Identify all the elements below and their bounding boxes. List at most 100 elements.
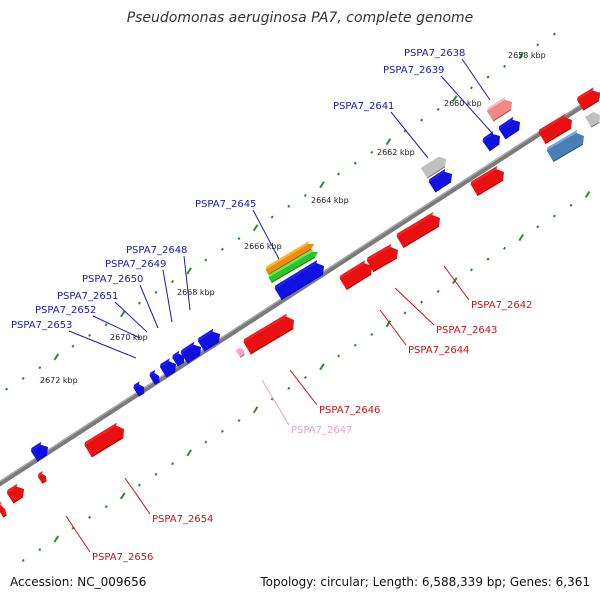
gene-pspa7_2642[interactable]: [396, 211, 440, 249]
gene-bevel: [486, 96, 506, 111]
gene-pspa7_2645[interactable]: [274, 260, 324, 300]
gene-bevel: [133, 381, 140, 388]
gene-label-leader: [68, 330, 137, 359]
gene-pspa7_2650[interactable]: [172, 350, 185, 367]
tick-mark: [385, 320, 392, 328]
gene-pspa7_2654[interactable]: [84, 422, 124, 458]
gene-body: [576, 90, 600, 111]
gene-pspa7_2649[interactable]: [180, 341, 201, 364]
gene-label-leader: [114, 301, 148, 333]
gene-pspa7_2647[interactable]: [235, 344, 245, 358]
gene-label-pspa7_2646[interactable]: PSPA7_2646: [289, 369, 380, 416]
gene-bevel: [30, 441, 42, 451]
gene-labels: PSPA7_2638 PSPA7_2639 PSPA7_2641 PSPA7_2645…: [11, 48, 532, 563]
gene-pspa7_2639r[interactable]: [538, 113, 572, 145]
gene-edge: [186, 354, 201, 364]
gene-body: [420, 156, 446, 179]
gene-pspa7_2651[interactable]: [159, 358, 176, 378]
gene-label-pspa7_2649[interactable]: PSPA7_2649: [105, 259, 173, 323]
tick-mark: [204, 440, 208, 444]
gene-label-pspa7_2643[interactable]: PSPA7_2643: [394, 287, 497, 336]
tick-mark: [303, 375, 307, 380]
gene-label-text: PSPA7_2651: [57, 291, 118, 302]
tick-mark: [403, 311, 407, 315]
gene-label-pspa7_2639[interactable]: PSPA7_2639: [383, 65, 494, 135]
gene-edge: [268, 248, 312, 276]
gene-label-pspa7_2645[interactable]: PSPA7_2645: [195, 199, 280, 260]
tick-mark: [53, 353, 60, 361]
kbp-label: 2660 kbp: [444, 99, 482, 108]
gene-label-pspa7_2642[interactable]: PSPA7_2642: [443, 265, 532, 311]
tick-mark: [220, 429, 224, 433]
gene-pspa7_2653[interactable]: [133, 381, 145, 397]
gene-label-pspa7_2651[interactable]: PSPA7_2651: [57, 291, 148, 333]
genome-backbone: [0, 91, 600, 487]
tick-mark: [137, 483, 141, 487]
gene-pspa7_2645g[interactable]: [268, 248, 318, 284]
gene-pspa7_2655[interactable]: [30, 441, 48, 462]
gene-pspa7_2652[interactable]: [149, 369, 160, 385]
gene-label-pspa7_2648[interactable]: PSPA7_2648: [126, 245, 191, 311]
gene-label-pspa7_2641[interactable]: PSPA7_2641: [333, 101, 429, 159]
tick-mark: [370, 150, 374, 155]
gene-edge: [553, 143, 584, 163]
gene-label-pspa7_2654[interactable]: PSPA7_2654: [124, 477, 213, 525]
gene-edge: [426, 166, 446, 179]
gene-label-text: PSPA7_2643: [436, 325, 497, 336]
gene-label-pspa7_2638[interactable]: PSPA7_2638: [404, 48, 491, 101]
gene-label-pspa7_2656[interactable]: PSPA7_2656: [65, 515, 153, 563]
tick-mark: [220, 247, 224, 251]
tick-mark: [503, 246, 507, 250]
gene-pspa7_2639b[interactable]: [498, 116, 520, 140]
gene-pspa7_2638[interactable]: [486, 96, 512, 122]
gene-edge: [372, 257, 398, 273]
gene-label-text: PSPA7_2652: [35, 305, 96, 316]
gene-bevel: [84, 422, 117, 446]
gene-label-pspa7_2647[interactable]: PSPA7_2647: [261, 379, 352, 436]
gene-label-pspa7_2652[interactable]: PSPA7_2652: [35, 305, 141, 339]
gene-pspa7_2640[interactable]: [420, 153, 446, 179]
gene-pspa7_2648[interactable]: [197, 328, 220, 352]
gene-bevel: [498, 116, 514, 130]
kbp-label: 2664 kbp: [311, 196, 349, 205]
gene-pspa7_2637b[interactable]: [584, 108, 600, 128]
gene-pspa7_2643[interactable]: [366, 243, 398, 273]
tick-mark: [584, 191, 591, 199]
gene-edge: [41, 480, 47, 484]
gene-body: [0, 504, 7, 518]
tick-mark: [552, 214, 556, 218]
gene-bevel: [180, 341, 195, 353]
gene-label-pspa7_2653[interactable]: PSPA7_2653: [11, 320, 137, 359]
gene-pspa7_2657[interactable]: [6, 483, 24, 504]
gene-features: [0, 87, 600, 518]
gene-pspa7_2656[interactable]: [37, 470, 47, 484]
tick-mark: [503, 64, 507, 68]
tick-mark: [536, 225, 540, 229]
gene-body: [197, 331, 220, 352]
gene-edge: [489, 143, 500, 152]
tick-mark: [88, 333, 92, 337]
gene-bevel: [366, 243, 392, 261]
gene-pspa7_2641r[interactable]: [470, 165, 504, 197]
gene-label-text: PSPA7_2642: [471, 300, 532, 311]
gene-edge: [477, 179, 504, 197]
gene-pspa7_2641[interactable]: [428, 168, 452, 193]
gene-pspa7_2640s[interactable]: [546, 129, 584, 163]
gene-pspa7_2658[interactable]: [0, 501, 7, 518]
gene-label-leader: [261, 379, 290, 426]
gene-pspa7_2645o[interactable]: [265, 240, 314, 276]
gene-edge: [346, 273, 372, 290]
gene-pspa7_2639[interactable]: [482, 131, 500, 152]
gene-bevel: [339, 260, 366, 279]
gene-label-text: PSPA7_2638: [404, 48, 465, 59]
gene-pspa7_2646[interactable]: [243, 313, 294, 355]
kbp-label: 2670 kbp: [110, 333, 148, 342]
gene-label-text: PSPA7_2644: [408, 345, 469, 356]
gene-label-text: PSPA7_2648: [126, 245, 187, 256]
gene-label-pspa7_2644[interactable]: PSPA7_2644: [379, 309, 469, 356]
gene-pspa7_2637a[interactable]: [576, 87, 600, 111]
gene-pspa7_2644[interactable]: [339, 260, 372, 290]
gene-label-pspa7_2650[interactable]: PSPA7_2650: [82, 274, 159, 329]
tick-mark: [303, 193, 307, 198]
